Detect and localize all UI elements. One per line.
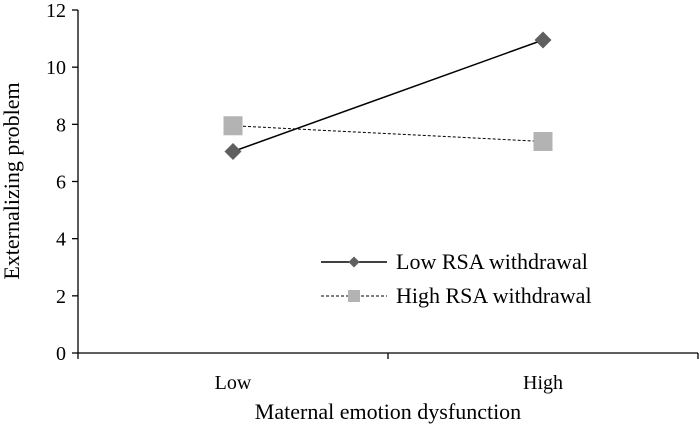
data-point — [534, 31, 552, 49]
legend-marker — [348, 256, 360, 268]
x-tick-label: High — [523, 372, 563, 394]
legend-label: High RSA withdrawal — [396, 283, 592, 308]
axes — [77, 10, 698, 354]
y-tick-label: 4 — [56, 229, 66, 251]
legend-item: High RSA withdrawal — [321, 283, 592, 308]
legend-marker — [348, 290, 360, 302]
legend-item: Low RSA withdrawal — [321, 249, 588, 274]
y-tick-label: 8 — [56, 114, 66, 136]
series-layer — [223, 31, 553, 160]
legend: Low RSA withdrawal High RSA withdrawal — [321, 249, 592, 308]
y-axis-label: Externalizing problem — [0, 82, 24, 279]
y-tick-label: 10 — [46, 57, 66, 79]
y-tick-label: 12 — [46, 0, 66, 22]
y-tick-label: 2 — [56, 286, 66, 308]
y-tick-label: 0 — [56, 343, 66, 365]
x-tick-label: Low — [215, 372, 252, 394]
x-ticks: Low High — [77, 353, 699, 394]
series-line — [232, 39, 544, 153]
y-tick-label: 6 — [56, 172, 66, 194]
legend-label: Low RSA withdrawal — [396, 249, 588, 274]
y-ticks: 0 2 4 6 8 10 12 — [46, 0, 78, 365]
series-2 — [223, 116, 553, 151]
data-point — [223, 116, 243, 136]
series-1 — [224, 31, 552, 160]
data-point — [533, 131, 553, 151]
x-axis-label: Maternal emotion dysfunction — [255, 399, 521, 424]
data-point — [224, 142, 242, 160]
series-line — [232, 125, 544, 142]
